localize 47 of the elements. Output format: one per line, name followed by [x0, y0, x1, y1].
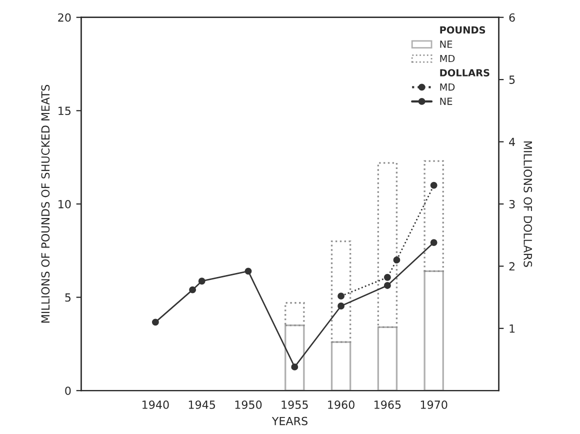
point — [393, 256, 400, 264]
bar — [424, 160, 444, 272]
bar — [330, 240, 352, 343]
bar — [284, 302, 305, 326]
x-tick-label: 1950 — [235, 400, 262, 409]
y2-tick-label: 1 — [510, 324, 515, 333]
point — [152, 318, 159, 326]
point — [384, 274, 391, 281]
point — [384, 282, 391, 289]
y2-tick-label: 4 — [509, 138, 515, 146]
bar — [377, 326, 398, 391]
legend-label: NE — [440, 98, 452, 105]
y2-tick-label: 6 — [509, 13, 515, 22]
x-tick-label: 1965 — [374, 400, 401, 409]
point — [189, 286, 196, 294]
x-tick-label: 1940 — [142, 400, 169, 409]
x-tick-label: 1970 — [420, 400, 448, 409]
point — [338, 302, 345, 310]
point — [291, 363, 298, 370]
x-tick-label: 1960 — [328, 400, 354, 409]
y2-tick-label: 2 — [509, 262, 514, 270]
y-tick-label: 15 — [58, 106, 71, 116]
y2-tick-label: 5 — [509, 76, 515, 84]
point — [338, 292, 345, 300]
point — [430, 182, 438, 189]
y-tick-label: 0 — [65, 386, 71, 395]
y-tick-label: 10 — [58, 200, 71, 208]
point — [198, 278, 206, 285]
y-tick-label: 5 — [65, 293, 71, 302]
bar — [284, 324, 305, 391]
bar — [330, 341, 352, 391]
y2-tick-label: 3 — [509, 200, 515, 208]
y2-axis-title: MILLIONS OF DOLLARS — [524, 141, 532, 267]
legend-label: MD — [440, 83, 455, 91]
annotation: DOLLARS — [440, 69, 490, 76]
point — [244, 268, 252, 275]
legend-label: NE — [440, 40, 452, 48]
x-axis-title: YEARS — [272, 416, 308, 426]
legend-label: MD — [440, 54, 455, 62]
point — [430, 239, 438, 246]
y-tick-label: 20 — [58, 13, 71, 22]
x-tick-label: 1955 — [282, 400, 308, 409]
x-tick-label: 1945 — [188, 400, 216, 409]
bar — [424, 270, 444, 391]
annotation: POUNDS — [440, 26, 486, 34]
y-axis-title: MILLIONS OF POUNDS OF SHUCKED MEATS — [41, 84, 50, 323]
bar — [377, 162, 398, 328]
